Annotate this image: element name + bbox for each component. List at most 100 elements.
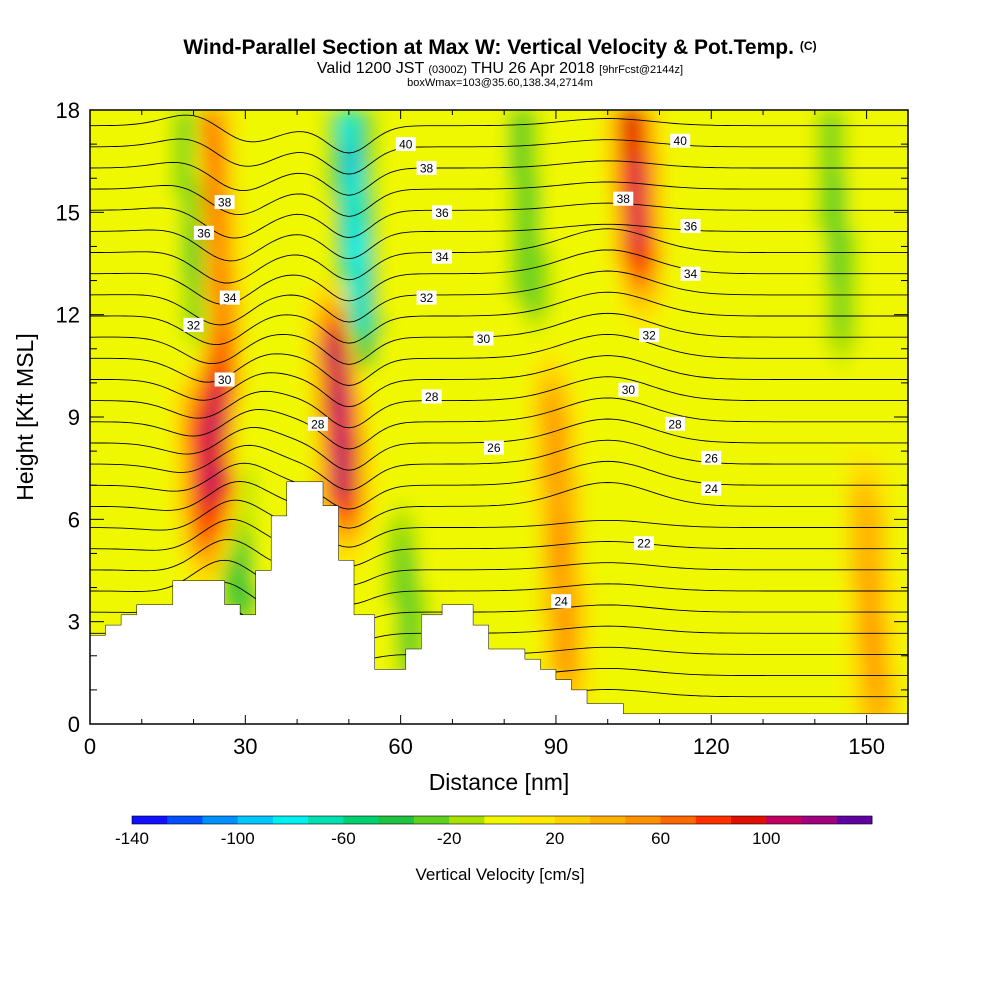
contour-label-box — [421, 389, 442, 404]
velocity-cell — [815, 246, 827, 265]
velocity-cell — [631, 246, 643, 265]
theta-contour — [90, 480, 908, 529]
velocity-cell — [355, 229, 367, 248]
velocity-cell — [222, 229, 234, 248]
velocity-cell — [335, 365, 347, 384]
theta-contour — [90, 291, 908, 346]
velocity-cell — [171, 451, 183, 469]
velocity-cell — [846, 365, 858, 384]
velocity-cell — [233, 365, 244, 384]
velocity-cell — [345, 434, 357, 452]
velocity-cell — [202, 280, 214, 299]
theta-contour — [90, 439, 908, 491]
velocity-cell — [345, 451, 357, 469]
velocity-cell — [222, 536, 234, 555]
contour-label: 30 — [622, 383, 636, 397]
contour-label: 28 — [311, 417, 325, 431]
contour-label-box — [633, 536, 654, 551]
velocity-cell — [222, 127, 234, 145]
velocity-cell — [396, 638, 408, 657]
velocity-cell — [192, 161, 204, 179]
contour-label: 38 — [420, 161, 434, 175]
velocity-cell — [856, 519, 868, 537]
velocity-cell — [529, 468, 541, 486]
velocity-cell — [182, 178, 193, 196]
colorbar-swatch — [836, 816, 873, 824]
velocity-cell — [631, 229, 643, 248]
velocity-cell — [509, 314, 521, 333]
velocity-cell — [233, 570, 244, 589]
velocity-cell — [202, 502, 214, 520]
velocity-cell — [560, 570, 572, 589]
velocity-cell — [621, 246, 633, 265]
velocity-cell — [539, 212, 551, 230]
velocity-cell — [856, 451, 868, 469]
velocity-cell — [202, 178, 214, 196]
velocity-cell — [314, 365, 326, 384]
contour-label-box — [193, 225, 214, 240]
velocity-cell — [202, 536, 214, 555]
velocity-cell — [192, 195, 204, 213]
velocity-cell — [376, 263, 388, 282]
y-axis-label: Height [Kft MSL] — [12, 333, 38, 500]
velocity-cell — [202, 417, 214, 435]
velocity-cell — [192, 280, 204, 299]
velocity-cell — [222, 468, 234, 486]
velocity-cell — [243, 485, 255, 503]
velocity-cell — [856, 331, 868, 350]
velocity-cell — [877, 689, 889, 708]
velocity-cell — [355, 399, 367, 418]
velocity-cell — [396, 604, 408, 623]
velocity-cell — [202, 382, 214, 401]
velocity-cell — [182, 280, 193, 299]
velocity-cell — [386, 655, 398, 674]
velocity-cell — [366, 502, 377, 520]
y-tick-label: 6 — [68, 507, 80, 532]
velocity-cell — [856, 689, 868, 708]
colorbar-swatch — [660, 816, 697, 824]
velocity-cell — [539, 485, 551, 503]
velocity-cell — [815, 280, 827, 299]
contour-label: 24 — [554, 595, 568, 609]
velocity-cell — [539, 297, 551, 316]
velocity-cell — [212, 417, 224, 435]
velocity-cell — [539, 280, 551, 299]
velocity-cell — [560, 621, 572, 640]
x-tick-label: 0 — [84, 734, 96, 759]
velocity-cell — [386, 536, 398, 555]
velocity-cell — [539, 468, 551, 486]
velocity-cell — [345, 297, 357, 316]
velocity-cell — [192, 365, 204, 384]
velocity-cell — [529, 195, 541, 213]
velocity-cell — [222, 519, 234, 537]
velocity-cell — [314, 399, 326, 418]
velocity-cell — [325, 144, 336, 162]
velocity-cell — [642, 280, 653, 299]
colorbar-swatch — [625, 816, 661, 824]
velocity-cell — [642, 263, 653, 282]
velocity-cell — [877, 468, 889, 486]
contour-label-box — [551, 594, 572, 609]
velocity-cell — [335, 195, 347, 213]
velocity-cell — [325, 195, 336, 213]
velocity-cell — [376, 365, 388, 384]
velocity-cell — [601, 144, 613, 162]
velocity-cell — [652, 178, 664, 196]
velocity-cell — [529, 246, 541, 265]
velocity-cell — [406, 553, 418, 572]
velocity-cell — [826, 110, 838, 128]
velocity-cell — [529, 110, 541, 128]
velocity-cell — [846, 502, 858, 520]
velocity-cell — [642, 144, 653, 162]
velocity-cell — [499, 178, 510, 196]
velocity-cell — [222, 399, 234, 418]
velocity-cell — [570, 502, 582, 520]
velocity-cell — [550, 604, 561, 623]
contour-label: 40 — [674, 134, 688, 148]
velocity-cell — [335, 331, 347, 350]
velocity-cell — [222, 451, 234, 469]
velocity-cell — [366, 127, 377, 145]
velocity-cell — [355, 434, 367, 452]
velocity-cell — [529, 161, 541, 179]
